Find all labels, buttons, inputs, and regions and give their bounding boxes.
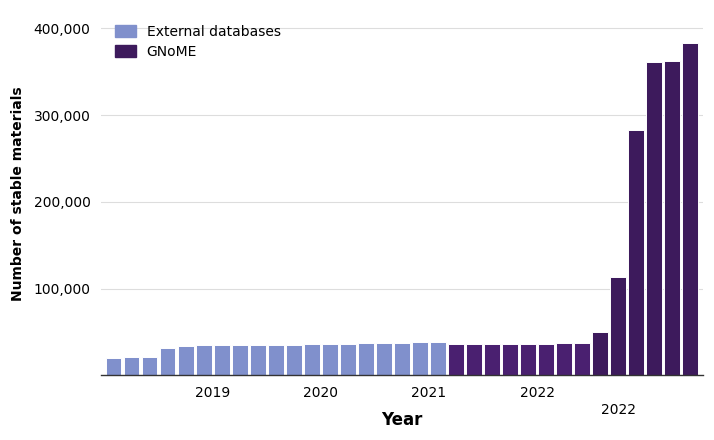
Bar bbox=[628, 130, 644, 375]
Bar bbox=[448, 344, 464, 375]
Bar bbox=[538, 344, 554, 375]
Bar bbox=[268, 345, 283, 375]
Bar bbox=[106, 358, 121, 375]
Bar bbox=[683, 43, 698, 375]
Bar bbox=[466, 344, 482, 375]
Bar bbox=[232, 345, 248, 375]
Bar bbox=[376, 343, 392, 375]
Bar bbox=[213, 345, 230, 375]
Bar bbox=[322, 344, 338, 375]
Bar bbox=[178, 346, 193, 375]
Bar bbox=[430, 342, 446, 375]
Bar bbox=[196, 345, 211, 375]
Y-axis label: Number of stable materials: Number of stable materials bbox=[11, 86, 25, 301]
Bar bbox=[520, 344, 536, 375]
Bar bbox=[340, 344, 356, 375]
Bar bbox=[160, 348, 176, 375]
Bar bbox=[250, 345, 266, 375]
Bar bbox=[610, 277, 626, 375]
Bar bbox=[304, 344, 320, 375]
X-axis label: Year: Year bbox=[381, 411, 423, 429]
Bar bbox=[664, 62, 680, 375]
Bar bbox=[502, 344, 518, 375]
Bar bbox=[124, 357, 139, 375]
Bar bbox=[484, 344, 500, 375]
Legend: External databases, GNoME: External databases, GNoME bbox=[108, 18, 288, 66]
Bar bbox=[556, 343, 572, 375]
Bar bbox=[412, 342, 428, 375]
Bar bbox=[358, 343, 373, 375]
Bar bbox=[646, 62, 662, 375]
Bar bbox=[286, 345, 301, 375]
Text: 2022: 2022 bbox=[600, 403, 635, 417]
Bar bbox=[592, 332, 608, 375]
Bar bbox=[141, 357, 158, 375]
Bar bbox=[394, 343, 410, 375]
Bar bbox=[574, 343, 590, 375]
